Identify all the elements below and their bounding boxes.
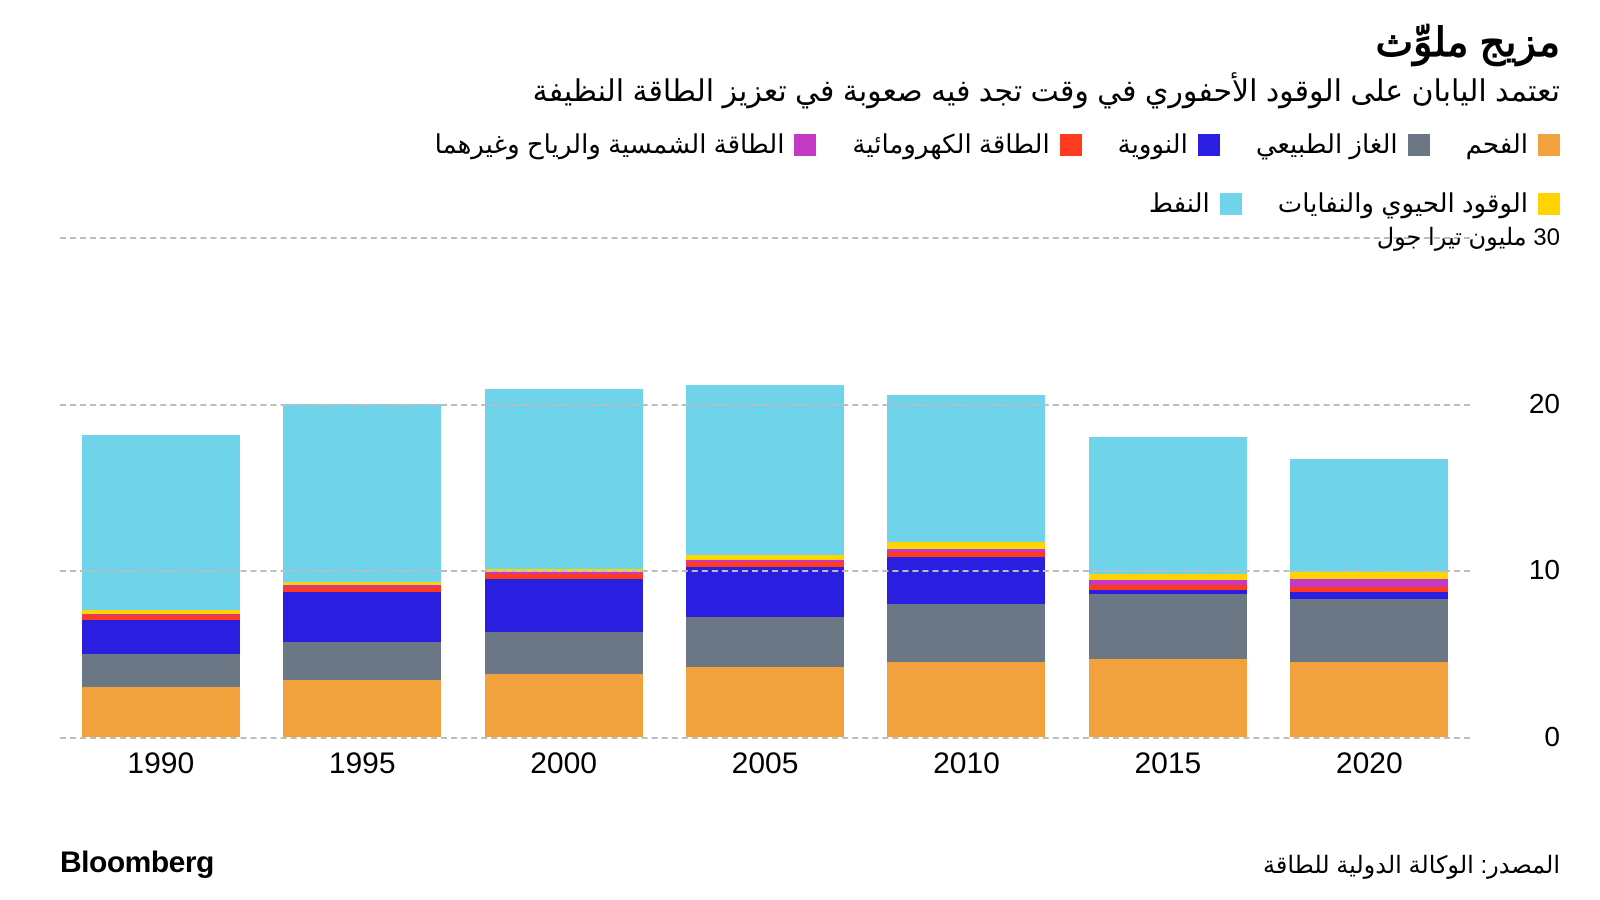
bar-column-2015	[1089, 437, 1247, 737]
legend-swatch-nuclear	[1198, 134, 1220, 156]
bar-column-2000	[485, 389, 643, 737]
gridline-0	[60, 737, 1470, 739]
gridline-10	[60, 570, 1470, 572]
chart-subtitle: تعتمد اليابان على الوقود الأحفوري في وقت…	[60, 72, 1560, 111]
legend-label-bio: الوقود الحيوي والنفايات	[1278, 188, 1528, 219]
legend-swatch-coal	[1538, 134, 1560, 156]
y-tick-0: 0	[1544, 721, 1560, 753]
y-tick-20: 20	[1529, 388, 1560, 420]
legend-label-oil: النفط	[1149, 188, 1210, 219]
x-label-2010: 2010	[887, 747, 1045, 797]
legend-label-coal: الفحم	[1466, 129, 1528, 160]
seg-2005-nuclear	[686, 567, 844, 617]
seg-1995-gas	[283, 642, 441, 680]
bar-2015	[1089, 437, 1247, 737]
legend-label-hydro: الطاقة الكهرومائية	[852, 129, 1049, 160]
bar-column-2020	[1290, 459, 1448, 737]
x-label-2020: 2020	[1290, 747, 1448, 797]
legend-swatch-oil	[1220, 193, 1242, 215]
chart-title: مزيج ملوِّث	[60, 20, 1560, 66]
seg-2020-nuclear	[1290, 592, 1448, 599]
legend-label-solar: الطاقة الشمسية والرياح وغيرهما	[435, 129, 785, 160]
seg-2015-bio	[1089, 574, 1247, 581]
seg-2000-nuclear	[485, 579, 643, 632]
gridline-30	[60, 237, 1470, 239]
plot-area: 1990199520002005201020152020 30 مليون تي…	[60, 237, 1560, 797]
chart-container: مزيج ملوِّث تعتمد اليابان على الوقود الأ…	[0, 0, 1600, 900]
seg-2010-nuclear	[887, 557, 1045, 604]
bar-column-2010	[887, 395, 1045, 737]
seg-2020-solar	[1290, 579, 1448, 587]
seg-2020-gas	[1290, 599, 1448, 662]
y-top-label: 30 مليون تيرا جول	[1377, 223, 1560, 252]
brand-logo: Bloomberg	[60, 846, 214, 880]
seg-2005-oil	[686, 385, 844, 555]
legend-swatch-gas	[1408, 134, 1430, 156]
seg-2015-oil	[1089, 437, 1247, 574]
seg-2000-oil	[485, 389, 643, 569]
x-label-2000: 2000	[485, 747, 643, 797]
seg-2020-coal	[1290, 662, 1448, 737]
seg-2020-bio	[1290, 572, 1448, 579]
seg-2015-gas	[1089, 594, 1247, 659]
seg-1995-oil	[283, 404, 441, 582]
seg-2010-oil	[887, 395, 1045, 542]
bar-1990	[82, 435, 240, 737]
seg-2015-coal	[1089, 659, 1247, 737]
legend-swatch-hydro	[1060, 134, 1082, 156]
bar-2005	[686, 385, 844, 737]
seg-1990-oil	[82, 435, 240, 610]
bar-2010	[887, 395, 1045, 737]
x-label-2015: 2015	[1089, 747, 1247, 797]
seg-1995-coal	[283, 680, 441, 737]
legend-item-hydro: الطاقة الكهرومائية	[852, 129, 1081, 160]
seg-2010-gas	[887, 604, 1045, 662]
source-text: المصدر: الوكالة الدولية للطاقة	[1263, 851, 1560, 880]
bar-column-2005	[686, 385, 844, 737]
legend-swatch-solar	[794, 134, 816, 156]
legend: الفحم الغاز الطبيعي النووية الطاقة الكهروما…	[360, 129, 1560, 219]
seg-1990-gas	[82, 654, 240, 687]
legend-item-oil: النفط	[1149, 188, 1242, 219]
seg-2020-oil	[1290, 459, 1448, 572]
seg-2005-gas	[686, 617, 844, 667]
seg-2010-coal	[887, 662, 1045, 737]
seg-2005-coal	[686, 667, 844, 737]
legend-label-nuclear: النووية	[1118, 129, 1188, 160]
legend-item-coal: الفحم	[1466, 129, 1560, 160]
x-label-1990: 1990	[82, 747, 240, 797]
bars-group	[60, 237, 1470, 737]
y-tick-10: 10	[1529, 554, 1560, 586]
bar-2020	[1290, 459, 1448, 737]
seg-1990-nuclear	[82, 620, 240, 653]
legend-label-gas: الغاز الطبيعي	[1256, 129, 1398, 160]
seg-2010-bio	[887, 542, 1045, 549]
legend-item-bio: الوقود الحيوي والنفايات	[1278, 188, 1560, 219]
bar-column-1990	[82, 435, 240, 737]
legend-item-nuclear: النووية	[1118, 129, 1220, 160]
bar-2000	[485, 389, 643, 737]
legend-swatch-bio	[1538, 193, 1560, 215]
x-label-1995: 1995	[283, 747, 441, 797]
seg-1990-coal	[82, 687, 240, 737]
legend-item-gas: الغاز الطبيعي	[1256, 129, 1430, 160]
legend-item-solar: الطاقة الشمسية والرياح وغيرهما	[435, 129, 817, 160]
x-label-2005: 2005	[686, 747, 844, 797]
seg-1995-nuclear	[283, 592, 441, 642]
gridline-20	[60, 404, 1470, 406]
seg-2000-gas	[485, 632, 643, 674]
seg-2000-coal	[485, 674, 643, 737]
x-axis-labels: 1990 1995 2000 2005 2010 2015 2020	[60, 747, 1470, 797]
